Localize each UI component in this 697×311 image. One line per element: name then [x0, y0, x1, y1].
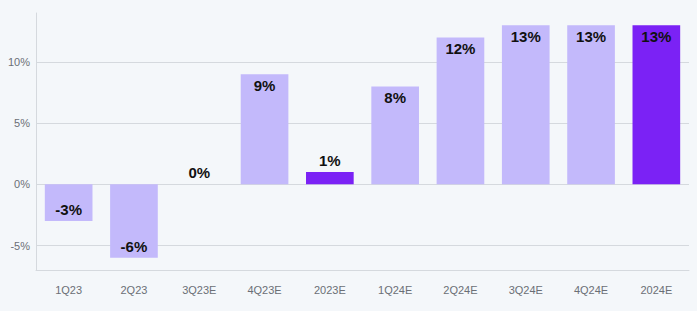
svg-text:4Q23E: 4Q23E: [247, 284, 281, 296]
svg-text:1Q24E: 1Q24E: [378, 284, 412, 296]
svg-text:12%: 12%: [445, 40, 475, 57]
svg-text:0%: 0%: [188, 164, 210, 181]
svg-text:4Q24E: 4Q24E: [574, 284, 608, 296]
svg-text:3Q24E: 3Q24E: [509, 284, 543, 296]
svg-text:13%: 13%: [511, 28, 541, 45]
svg-text:5%: 5%: [14, 117, 30, 129]
svg-text:1Q23: 1Q23: [55, 284, 82, 296]
svg-text:2023E: 2023E: [314, 284, 346, 296]
svg-text:2024E: 2024E: [640, 284, 672, 296]
svg-text:-6%: -6%: [121, 238, 148, 255]
svg-text:2Q24E: 2Q24E: [443, 284, 477, 296]
svg-text:0%: 0%: [14, 178, 30, 190]
svg-text:3Q23E: 3Q23E: [182, 284, 216, 296]
svg-text:13%: 13%: [576, 28, 606, 45]
svg-text:2Q23: 2Q23: [120, 284, 147, 296]
svg-text:-5%: -5%: [10, 240, 30, 252]
svg-text:10%: 10%: [8, 56, 30, 68]
svg-text:13%: 13%: [641, 28, 671, 45]
svg-text:9%: 9%: [254, 77, 276, 94]
svg-text:1%: 1%: [319, 152, 341, 169]
svg-text:-3%: -3%: [55, 201, 82, 218]
svg-text:8%: 8%: [384, 89, 406, 106]
